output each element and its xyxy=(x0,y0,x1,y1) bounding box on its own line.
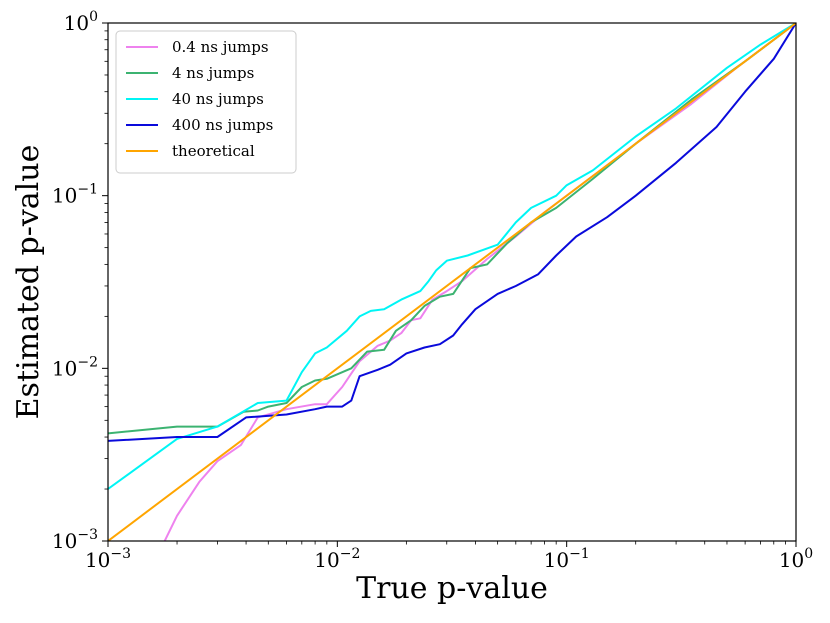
y-tick-label: 10−2 xyxy=(52,354,98,380)
x-axis-ticks: 10−3 10−2 10−1 100 xyxy=(85,541,813,572)
series-line-theoretical xyxy=(108,23,796,541)
plot-area xyxy=(108,23,796,541)
legend: 0.4 ns jumps 4 ns jumps 40 ns jumps 400 ns … xyxy=(115,30,297,174)
x-axis-label: True p-value xyxy=(356,571,548,606)
legend-label-4-ns-jumps: 4 ns jumps xyxy=(172,64,254,82)
legend-label-0-4-ns-jumps: 0.4 ns jumps xyxy=(172,38,269,56)
legend-label-theoretical: theoretical xyxy=(172,142,255,160)
legend-box xyxy=(115,30,297,174)
series-line-4-ns-jumps xyxy=(108,23,796,435)
x-tick-label: 10−3 xyxy=(85,546,131,572)
y-tick-label: 10−3 xyxy=(52,527,98,553)
x-tick-label: 100 xyxy=(779,546,813,572)
x-tick-label: 10−2 xyxy=(314,546,360,572)
legend-label-400-ns-jumps: 400 ns jumps xyxy=(172,116,273,134)
y-axis-ticks: 10−3 10−2 10−1 100 xyxy=(52,9,108,553)
x-tick-label: 10−1 xyxy=(544,546,590,572)
plot-frame xyxy=(107,22,797,542)
series-line-400-ns-jumps xyxy=(108,23,796,442)
y-tick-label: 100 xyxy=(64,9,98,35)
y-axis-label: Estimated p-value xyxy=(11,145,46,420)
legend-label-40-ns-jumps: 40 ns jumps xyxy=(172,90,264,108)
y-tick-label: 10−1 xyxy=(52,182,98,208)
series-line-40-ns-jumps xyxy=(108,23,796,490)
